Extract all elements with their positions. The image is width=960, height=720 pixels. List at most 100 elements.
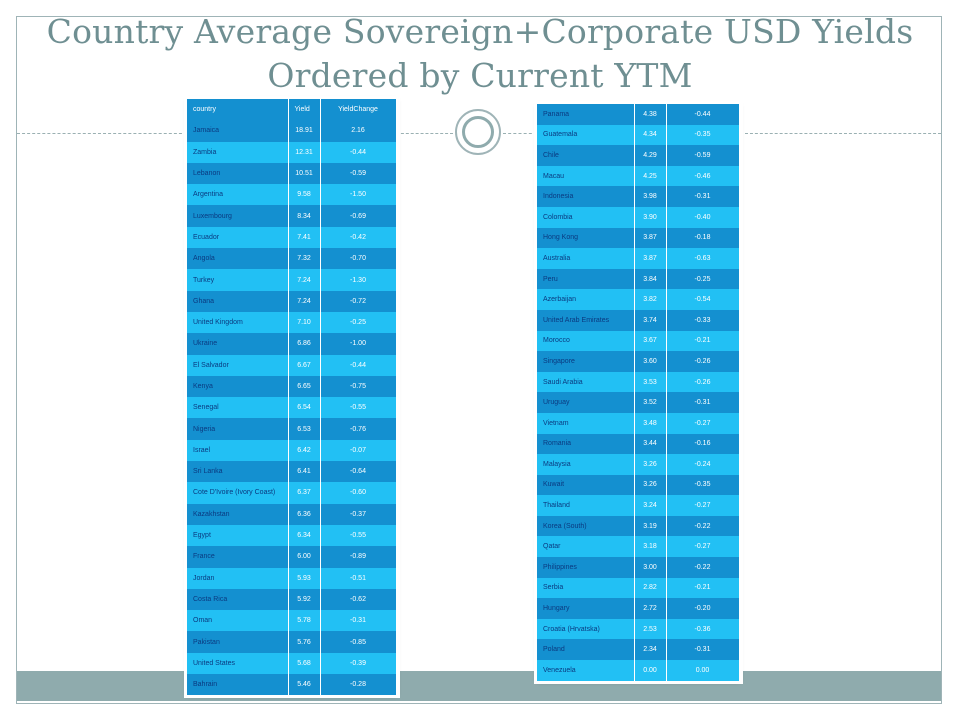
cell-country: Hong Kong (537, 227, 635, 249)
cell-yield: 6.86 (288, 333, 321, 355)
cell-yield: 3.74 (634, 309, 667, 331)
slide-frame (16, 16, 942, 704)
cell-yield: 3.84 (634, 268, 667, 290)
cell-yield: 2.34 (634, 639, 667, 661)
table-row: Kuwait 3.26 -0.35 (537, 474, 740, 496)
cell-country: Bahrain (187, 674, 289, 696)
cell-yield-change: -0.18 (666, 227, 740, 249)
cell-yield: 6.42 (288, 439, 321, 462)
table-row: Philippines 3.00 -0.22 (537, 557, 740, 578)
cell-yield-change: -0.72 (320, 290, 397, 312)
header-country: country (187, 99, 289, 121)
cell-yield-change: -0.35 (666, 474, 740, 496)
title-line-2: Ordered by Current YTM (267, 56, 693, 95)
cell-yield: 3.00 (634, 557, 667, 578)
cell-country: Pakistan (187, 631, 289, 653)
cell-yield-change: -0.31 (320, 610, 397, 632)
cell-country: Cote D'Ivoire (Ivory Coast) (187, 482, 289, 504)
cell-yield-change: -0.54 (666, 289, 740, 310)
cell-country: United Kingdom (187, 311, 289, 334)
cell-country: Jordan (187, 567, 289, 589)
table-row: Indonesia 3.98 -0.31 (537, 186, 740, 207)
table-row: Luxembourg 8.34 -0.69 (187, 205, 397, 227)
table-row: Kazakhstan 6.36 -0.37 (187, 503, 397, 525)
cell-yield: 8.34 (288, 205, 321, 227)
table-row: United Arab Emirates 3.74 -0.33 (537, 309, 740, 331)
cell-country: Romania (537, 433, 635, 455)
cell-country: Ukraine (187, 333, 289, 355)
cell-yield-change: -0.44 (320, 141, 397, 163)
table-row: Korea (South) 3.19 -0.22 (537, 515, 740, 537)
cell-yield: 3.19 (634, 515, 667, 537)
table-row: Qatar 3.18 -0.27 (537, 536, 740, 558)
table-row: Zambia 12.31 -0.44 (187, 141, 397, 163)
cell-country: Peru (537, 268, 635, 290)
cell-yield-change: -0.59 (666, 145, 740, 166)
cell-yield-change: -0.59 (320, 162, 397, 185)
table-row: Singapore 3.60 -0.26 (537, 351, 740, 372)
cell-yield-change: -0.21 (666, 577, 740, 599)
table-row: Ecuador 7.41 -0.42 (187, 226, 397, 249)
cell-yield: 5.76 (288, 631, 321, 653)
cell-country: Macau (537, 165, 635, 187)
table-row: Macau 4.25 -0.46 (537, 165, 740, 187)
cell-country: Costa Rica (187, 588, 289, 611)
cell-yield: 6.65 (288, 375, 321, 398)
cell-yield-change: 2.16 (320, 120, 397, 142)
cell-yield: 7.41 (288, 226, 321, 249)
cell-yield: 10.51 (288, 162, 321, 185)
cell-country: Indonesia (537, 186, 635, 207)
cell-yield-change: -0.25 (320, 311, 397, 334)
cell-yield: 2.72 (634, 598, 667, 619)
cell-yield-change: -0.37 (320, 503, 397, 525)
cell-yield: 5.78 (288, 610, 321, 632)
cell-country: Azerbaijan (537, 289, 635, 310)
cell-yield: 4.38 (634, 104, 667, 125)
cell-yield: 5.92 (288, 588, 321, 611)
table-row: Chile 4.29 -0.59 (537, 145, 740, 166)
cell-yield-change: -0.33 (666, 309, 740, 331)
table-row: Vietnam 3.48 -0.27 (537, 412, 740, 434)
cell-yield-change: -0.62 (320, 588, 397, 611)
cell-yield: 4.34 (634, 124, 667, 146)
table-row: Uruguay 3.52 -0.31 (537, 392, 740, 413)
table-row: Peru 3.84 -0.25 (537, 268, 740, 290)
table-row: Hong Kong 3.87 -0.18 (537, 227, 740, 249)
cell-yield-change: -0.76 (320, 418, 397, 440)
cell-yield: 0.00 (634, 660, 667, 681)
table-row: Hungary 2.72 -0.20 (537, 598, 740, 619)
cell-country: France (187, 546, 289, 568)
cell-yield: 3.52 (634, 392, 667, 413)
cell-yield-change: -0.64 (320, 461, 397, 483)
cell-country: Croatia (Hrvatska) (537, 618, 635, 640)
cell-yield-change: -0.55 (320, 397, 397, 419)
divider-rule-mid-right (503, 133, 537, 134)
cell-country: Egypt (187, 524, 289, 547)
cell-yield: 3.82 (634, 289, 667, 310)
cell-country: Korea (South) (537, 515, 635, 537)
table-row: Israel 6.42 -0.07 (187, 439, 397, 462)
cell-yield: 7.32 (288, 248, 321, 270)
cell-yield-change: -0.16 (666, 433, 740, 455)
table-row: France 6.00 -0.89 (187, 546, 397, 568)
cell-yield: 3.44 (634, 433, 667, 455)
circle-ornament-icon (455, 109, 501, 155)
cell-yield: 3.26 (634, 454, 667, 475)
cell-yield-change: -0.85 (320, 631, 397, 653)
cell-yield-change: -0.51 (320, 567, 397, 589)
cell-yield-change: -0.31 (666, 639, 740, 661)
cell-country: Kenya (187, 375, 289, 398)
cell-yield: 7.24 (288, 269, 321, 291)
cell-yield-change: -1.00 (320, 333, 397, 355)
cell-yield: 5.46 (288, 674, 321, 696)
cell-yield-change: -0.39 (320, 652, 397, 675)
table-row: United States 5.68 -0.39 (187, 652, 397, 675)
cell-yield: 2.82 (634, 577, 667, 599)
cell-yield-change: -0.21 (666, 330, 740, 352)
table-row: Guatemala 4.34 -0.35 (537, 124, 740, 146)
cell-country: Malaysia (537, 454, 635, 475)
cell-country: Saudi Arabia (537, 371, 635, 393)
cell-country: Morocco (537, 330, 635, 352)
cell-yield-change: -0.31 (666, 186, 740, 207)
table-header-row: country Yield YieldChange (187, 99, 397, 121)
